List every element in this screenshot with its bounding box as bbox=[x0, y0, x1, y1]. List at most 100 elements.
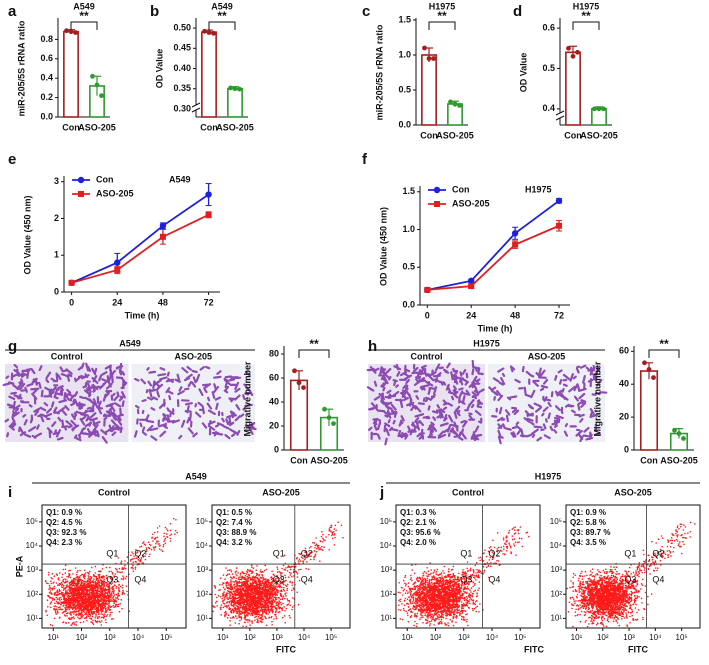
significance-label: ** bbox=[309, 337, 319, 351]
x-tick-label: ASO-205 bbox=[216, 122, 254, 132]
marker bbox=[159, 222, 167, 230]
marker bbox=[468, 277, 475, 285]
significance-label: ** bbox=[659, 337, 669, 351]
y-axis-label: miR-205/5S rRNA ratio bbox=[374, 24, 384, 120]
x-tick-label: 0 bbox=[425, 310, 430, 320]
stained-cells bbox=[134, 365, 257, 441]
y-tick-label: 0.4 bbox=[40, 73, 53, 83]
significance-label: ** bbox=[437, 9, 447, 23]
x-tick-label: 0 bbox=[69, 297, 74, 307]
y-tick-label: 0.5 bbox=[542, 63, 555, 73]
data-point bbox=[322, 406, 327, 412]
y-tick-label: 1.5 bbox=[398, 14, 411, 24]
panel-label: d bbox=[513, 3, 522, 20]
x-tick-label: 24 bbox=[466, 310, 476, 320]
chart-title: A549 bbox=[73, 1, 95, 11]
y-tick-label: 10¹ bbox=[196, 614, 208, 623]
x-tick-label: 24 bbox=[112, 297, 122, 307]
x-tick-label: 10² bbox=[597, 633, 609, 642]
stained-cells bbox=[366, 359, 485, 446]
y-tick-label: 60 bbox=[619, 346, 629, 356]
x-tick-label: 48 bbox=[510, 310, 520, 320]
x-tick-label: ASO-205 bbox=[310, 455, 348, 465]
chart-title: A549 bbox=[119, 338, 141, 348]
axis-break bbox=[191, 102, 201, 108]
chart-title: H1975 bbox=[473, 338, 500, 348]
stained-cells bbox=[2, 362, 128, 444]
data-point bbox=[646, 366, 652, 372]
panel-label: h bbox=[368, 338, 377, 355]
image-label: ASO-205 bbox=[174, 351, 212, 361]
panel-label: c bbox=[362, 3, 370, 20]
quadrant-stat: Q4: 3.5 % bbox=[570, 538, 606, 547]
y-tick-label: 0.0 bbox=[398, 119, 411, 129]
data-point bbox=[68, 29, 74, 35]
bar bbox=[289, 379, 309, 451]
annotation: A549 bbox=[169, 174, 191, 184]
y-axis-label: OD Value bbox=[518, 53, 528, 93]
x-axis-label: Time (h) bbox=[125, 310, 160, 320]
quadrant-label: Q4 bbox=[134, 574, 146, 584]
y-tick-label: 20 bbox=[619, 411, 629, 421]
y-tick-label: 10¹ bbox=[380, 614, 392, 623]
data-point bbox=[601, 106, 606, 112]
quadrant-label: Q1 bbox=[106, 548, 118, 558]
x-axis-label: Time (h) bbox=[478, 323, 513, 333]
y-tick-label: 10⁵ bbox=[26, 517, 38, 526]
chart-title: A549 bbox=[211, 1, 233, 11]
data-point bbox=[596, 106, 602, 112]
data-point bbox=[575, 49, 580, 55]
panel-label: b bbox=[150, 3, 159, 20]
marker bbox=[424, 286, 431, 293]
image-label: ASO-205 bbox=[528, 351, 566, 361]
x-tick-label: Con bbox=[200, 122, 218, 132]
y-tick-label: 10⁴ bbox=[380, 541, 393, 550]
significance-bracket bbox=[298, 349, 330, 358]
y-tick-label: 10⁵ bbox=[550, 517, 562, 526]
y-tick-label: 10¹ bbox=[26, 614, 38, 623]
y-tick-label: 10² bbox=[26, 589, 38, 598]
data-point bbox=[64, 28, 69, 34]
y-tick-label: 10¹ bbox=[550, 614, 562, 623]
x-tick-label: 10⁴ bbox=[298, 633, 311, 642]
y-tick-label: 10³ bbox=[26, 565, 38, 574]
legend-marker bbox=[77, 176, 85, 184]
marker bbox=[68, 279, 75, 286]
data-point bbox=[202, 28, 207, 34]
x-tick-label: ASO-205 bbox=[78, 122, 116, 132]
legend-marker bbox=[433, 186, 441, 194]
data-point bbox=[292, 368, 297, 374]
data-point bbox=[431, 56, 436, 61]
y-tick-label: 1 bbox=[54, 250, 59, 260]
quadrant-stat: Q1: 0.9 % bbox=[46, 508, 82, 517]
quadrant-stat: Q4: 2.0 % bbox=[400, 538, 436, 547]
data-point bbox=[566, 45, 571, 51]
y-tick-label: 40 bbox=[619, 379, 629, 389]
x-tick-label: 48 bbox=[158, 297, 168, 307]
y-tick-label: 1.5 bbox=[402, 186, 415, 196]
data-point bbox=[651, 375, 656, 381]
quadrant-label: Q2 bbox=[134, 548, 146, 558]
x-tick-label: Con bbox=[290, 455, 308, 465]
marker bbox=[555, 197, 563, 205]
axis-break bbox=[191, 107, 201, 113]
x-tick-label: 10² bbox=[76, 633, 88, 642]
series-line bbox=[427, 200, 560, 291]
y-tick-label: 0 bbox=[274, 444, 279, 454]
data-point bbox=[237, 86, 242, 92]
y-tick-label: 0 bbox=[624, 444, 629, 454]
series-line bbox=[71, 213, 209, 284]
significance-label: ** bbox=[217, 9, 227, 23]
quadrant-label: Q3 bbox=[624, 574, 636, 584]
bar bbox=[591, 108, 607, 126]
marker bbox=[556, 222, 563, 229]
x-tick-label: 10³ bbox=[623, 633, 635, 642]
y-tick-label: 0.5 bbox=[398, 84, 411, 94]
data-point bbox=[448, 99, 453, 105]
y-tick-label: 1.0 bbox=[398, 49, 411, 59]
x-tick-label: 10² bbox=[430, 633, 442, 642]
axis-break bbox=[555, 110, 565, 116]
x-tick-label: 10⁵ bbox=[325, 633, 337, 642]
y-tick-label: 0.30 bbox=[173, 103, 191, 113]
marker bbox=[205, 191, 212, 198]
